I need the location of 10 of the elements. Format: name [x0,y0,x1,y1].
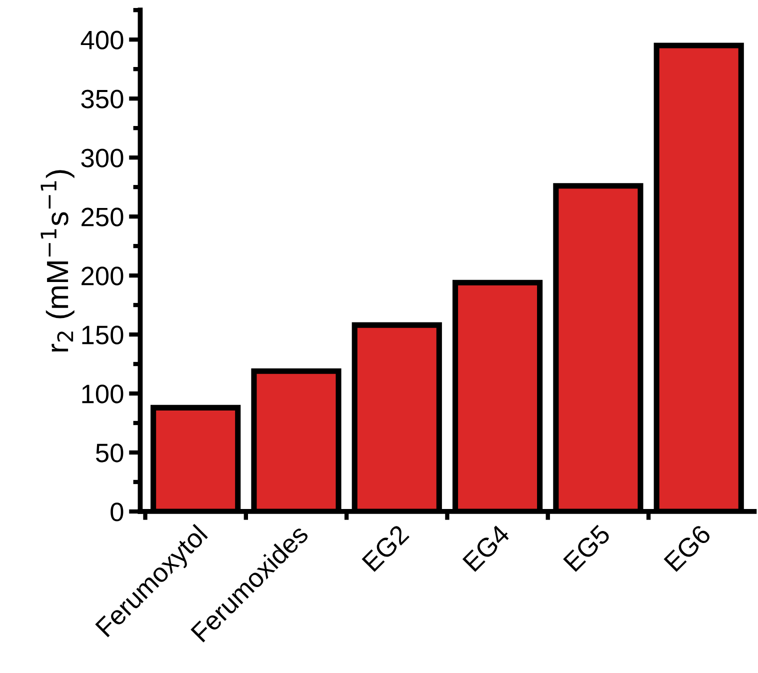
y-tick-label: 200 [82,266,124,286]
y-tick-label: 250 [82,208,124,226]
y-tick-label: 350 [81,90,124,108]
y-tick-label: 50 [96,444,124,462]
y-axis-title: r$_{2}$ (mM$^{−1}$s$^{−1}$) [40,170,74,352]
y-tick-label: 150 [82,326,124,344]
y-tick-label: 100 [82,384,124,404]
y-tick-label: 0 [110,502,124,522]
y-tick-label: 400 [80,30,124,50]
y-tick-label: 300 [81,148,124,168]
